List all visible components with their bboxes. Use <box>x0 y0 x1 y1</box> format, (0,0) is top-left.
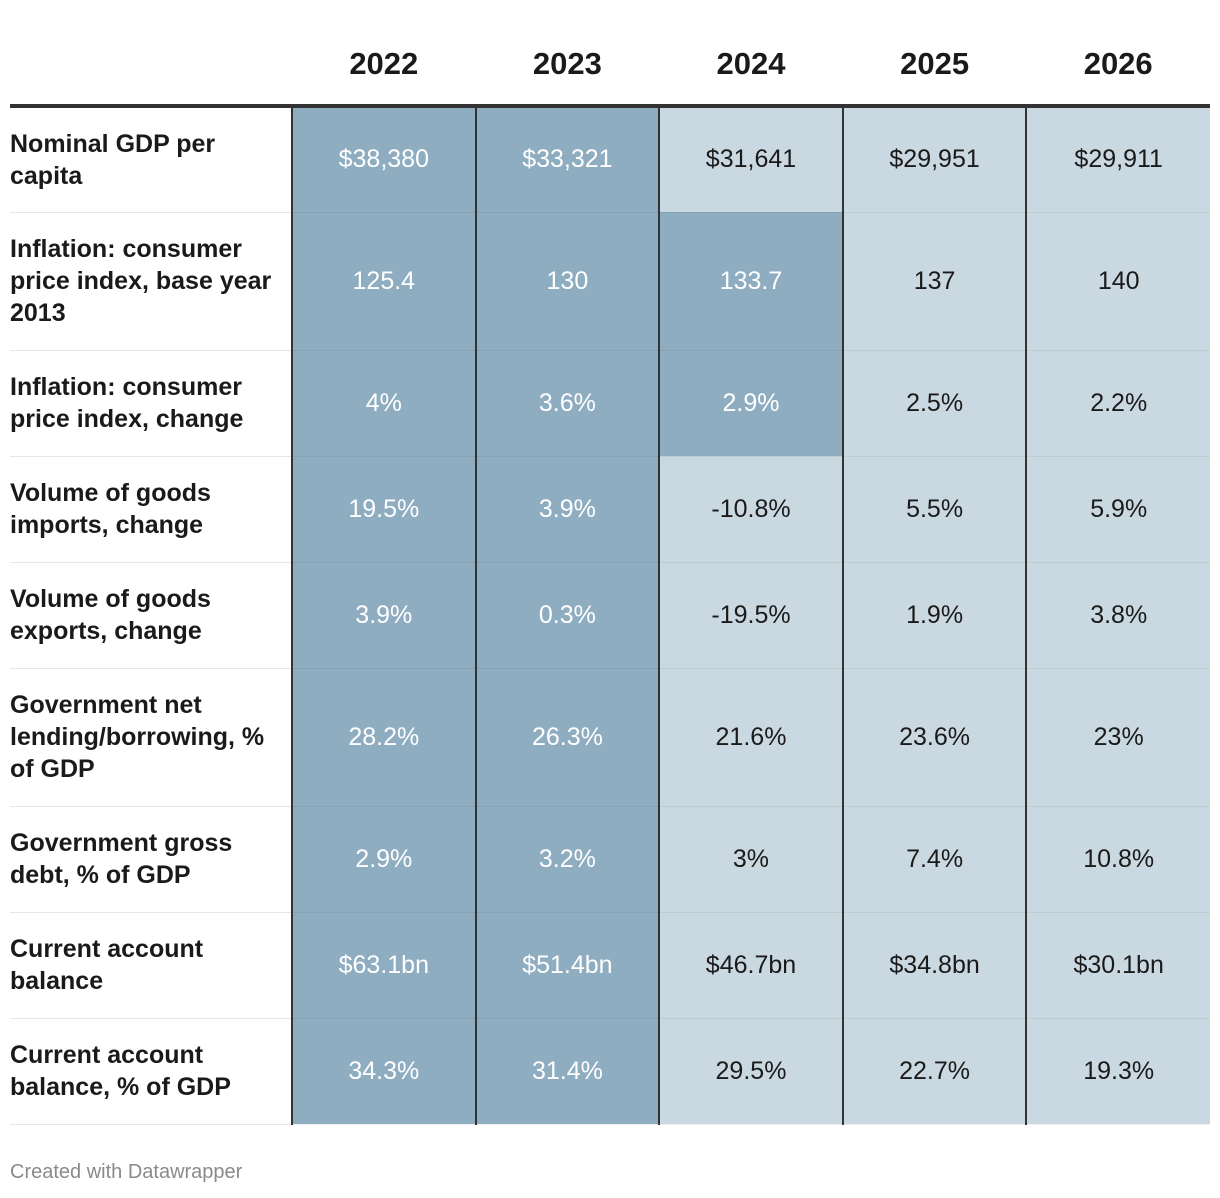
column-header: 2025 <box>842 26 1027 108</box>
table-row: Inflation: consumer price index, base ye… <box>10 212 1210 351</box>
row-label: Volume of goods exports, change <box>10 562 292 669</box>
table-cell: 3.8% <box>1025 562 1210 669</box>
economic-indicators-table: 2022 2023 2024 2025 2026 Nominal GDP per… <box>10 26 1210 1125</box>
table-cell: 2.5% <box>841 350 1027 457</box>
table-cell: $46.7bn <box>658 912 843 1019</box>
column-header: 2024 <box>659 26 843 108</box>
table-cell: 31.4% <box>474 1018 660 1125</box>
table-cell: 29.5% <box>658 1018 843 1125</box>
table-cell: 3% <box>658 806 843 913</box>
table-cell: 137 <box>841 212 1027 351</box>
table-cell: 3.6% <box>474 350 660 457</box>
data-table-container: 2022 2023 2024 2025 2026 Nominal GDP per… <box>10 26 1210 1125</box>
table-cell: $29,951 <box>841 106 1027 213</box>
table-cell: 3.2% <box>474 806 660 913</box>
table-row: Current account balance, % of GDP 34.3% 31… <box>10 1018 1210 1125</box>
table-cell: 10.8% <box>1025 806 1210 913</box>
table-row: Government net lending/borrowing, % of G… <box>10 668 1210 807</box>
table-cell: 4% <box>291 350 476 457</box>
row-label: Inflation: consumer price index, base ye… <box>10 212 292 351</box>
header-label-cell <box>10 26 292 108</box>
column-header: 2023 <box>475 26 660 108</box>
table-cell: 28.2% <box>291 668 476 807</box>
table-cell: $30.1bn <box>1025 912 1210 1019</box>
row-label: Current account balance, % of GDP <box>10 1018 292 1125</box>
table-body: Nominal GDP per capita $38,380 $33,321 $31,… <box>10 106 1210 1125</box>
table-cell: 34.3% <box>291 1018 476 1125</box>
footer-credit: Created with Datawrapper <box>10 1161 243 1183</box>
table-cell: 23.6% <box>841 668 1027 807</box>
column-header: 2022 <box>292 26 476 108</box>
row-label: Current account balance <box>10 912 292 1019</box>
table-cell: 125.4 <box>291 212 476 351</box>
table-cell: -10.8% <box>658 456 843 563</box>
row-label: Government gross debt, % of GDP <box>10 806 292 913</box>
table-cell: 5.9% <box>1025 456 1210 563</box>
table-cell: 7.4% <box>841 806 1027 913</box>
table-cell: 2.9% <box>291 806 476 913</box>
table-row: Volume of goods exports, change 3.9% 0.3% -… <box>10 562 1210 669</box>
row-label: Volume of goods imports, change <box>10 456 292 563</box>
table-cell: 22.7% <box>841 1018 1027 1125</box>
table-cell: $51.4bn <box>474 912 660 1019</box>
table-row: Government gross debt, % of GDP 2.9% 3.2% 3… <box>10 806 1210 913</box>
table-cell: $33,321 <box>474 106 660 213</box>
table-cell: 2.2% <box>1025 350 1210 457</box>
table-cell: -19.5% <box>658 562 843 669</box>
table-cell: 133.7 <box>658 212 843 351</box>
column-header: 2026 <box>1026 26 1210 108</box>
table-cell: $38,380 <box>291 106 476 213</box>
table-row: Current account balance $63.1bn $51.4bn $46… <box>10 912 1210 1019</box>
table-cell: 21.6% <box>658 668 843 807</box>
table-cell: 19.5% <box>291 456 476 563</box>
row-label: Government net lending/borrowing, % of G… <box>10 668 292 807</box>
table-cell: 19.3% <box>1025 1018 1210 1125</box>
table-cell: 26.3% <box>474 668 660 807</box>
table-cell: 0.3% <box>474 562 660 669</box>
table-cell: 3.9% <box>474 456 660 563</box>
table-cell: 1.9% <box>841 562 1027 669</box>
table-cell: 5.5% <box>841 456 1027 563</box>
header-row: 2022 2023 2024 2025 2026 <box>10 26 1210 108</box>
table-cell: 130 <box>474 212 660 351</box>
row-label: Inflation: consumer price index, change <box>10 350 292 457</box>
table-cell: 2.9% <box>658 350 843 457</box>
table-row: Nominal GDP per capita $38,380 $33,321 $31,… <box>10 106 1210 213</box>
table-cell: 140 <box>1025 212 1210 351</box>
table-row: Inflation: consumer price index, change 4… <box>10 350 1210 457</box>
table-row: Volume of goods imports, change 19.5% 3.9%… <box>10 456 1210 563</box>
row-label: Nominal GDP per capita <box>10 106 292 213</box>
table-cell: $31,641 <box>658 106 843 213</box>
table-cell: $29,911 <box>1025 106 1210 213</box>
table-cell: $34.8bn <box>841 912 1027 1019</box>
table-cell: 23% <box>1025 668 1210 807</box>
table-cell: $63.1bn <box>291 912 476 1019</box>
table-cell: 3.9% <box>291 562 476 669</box>
